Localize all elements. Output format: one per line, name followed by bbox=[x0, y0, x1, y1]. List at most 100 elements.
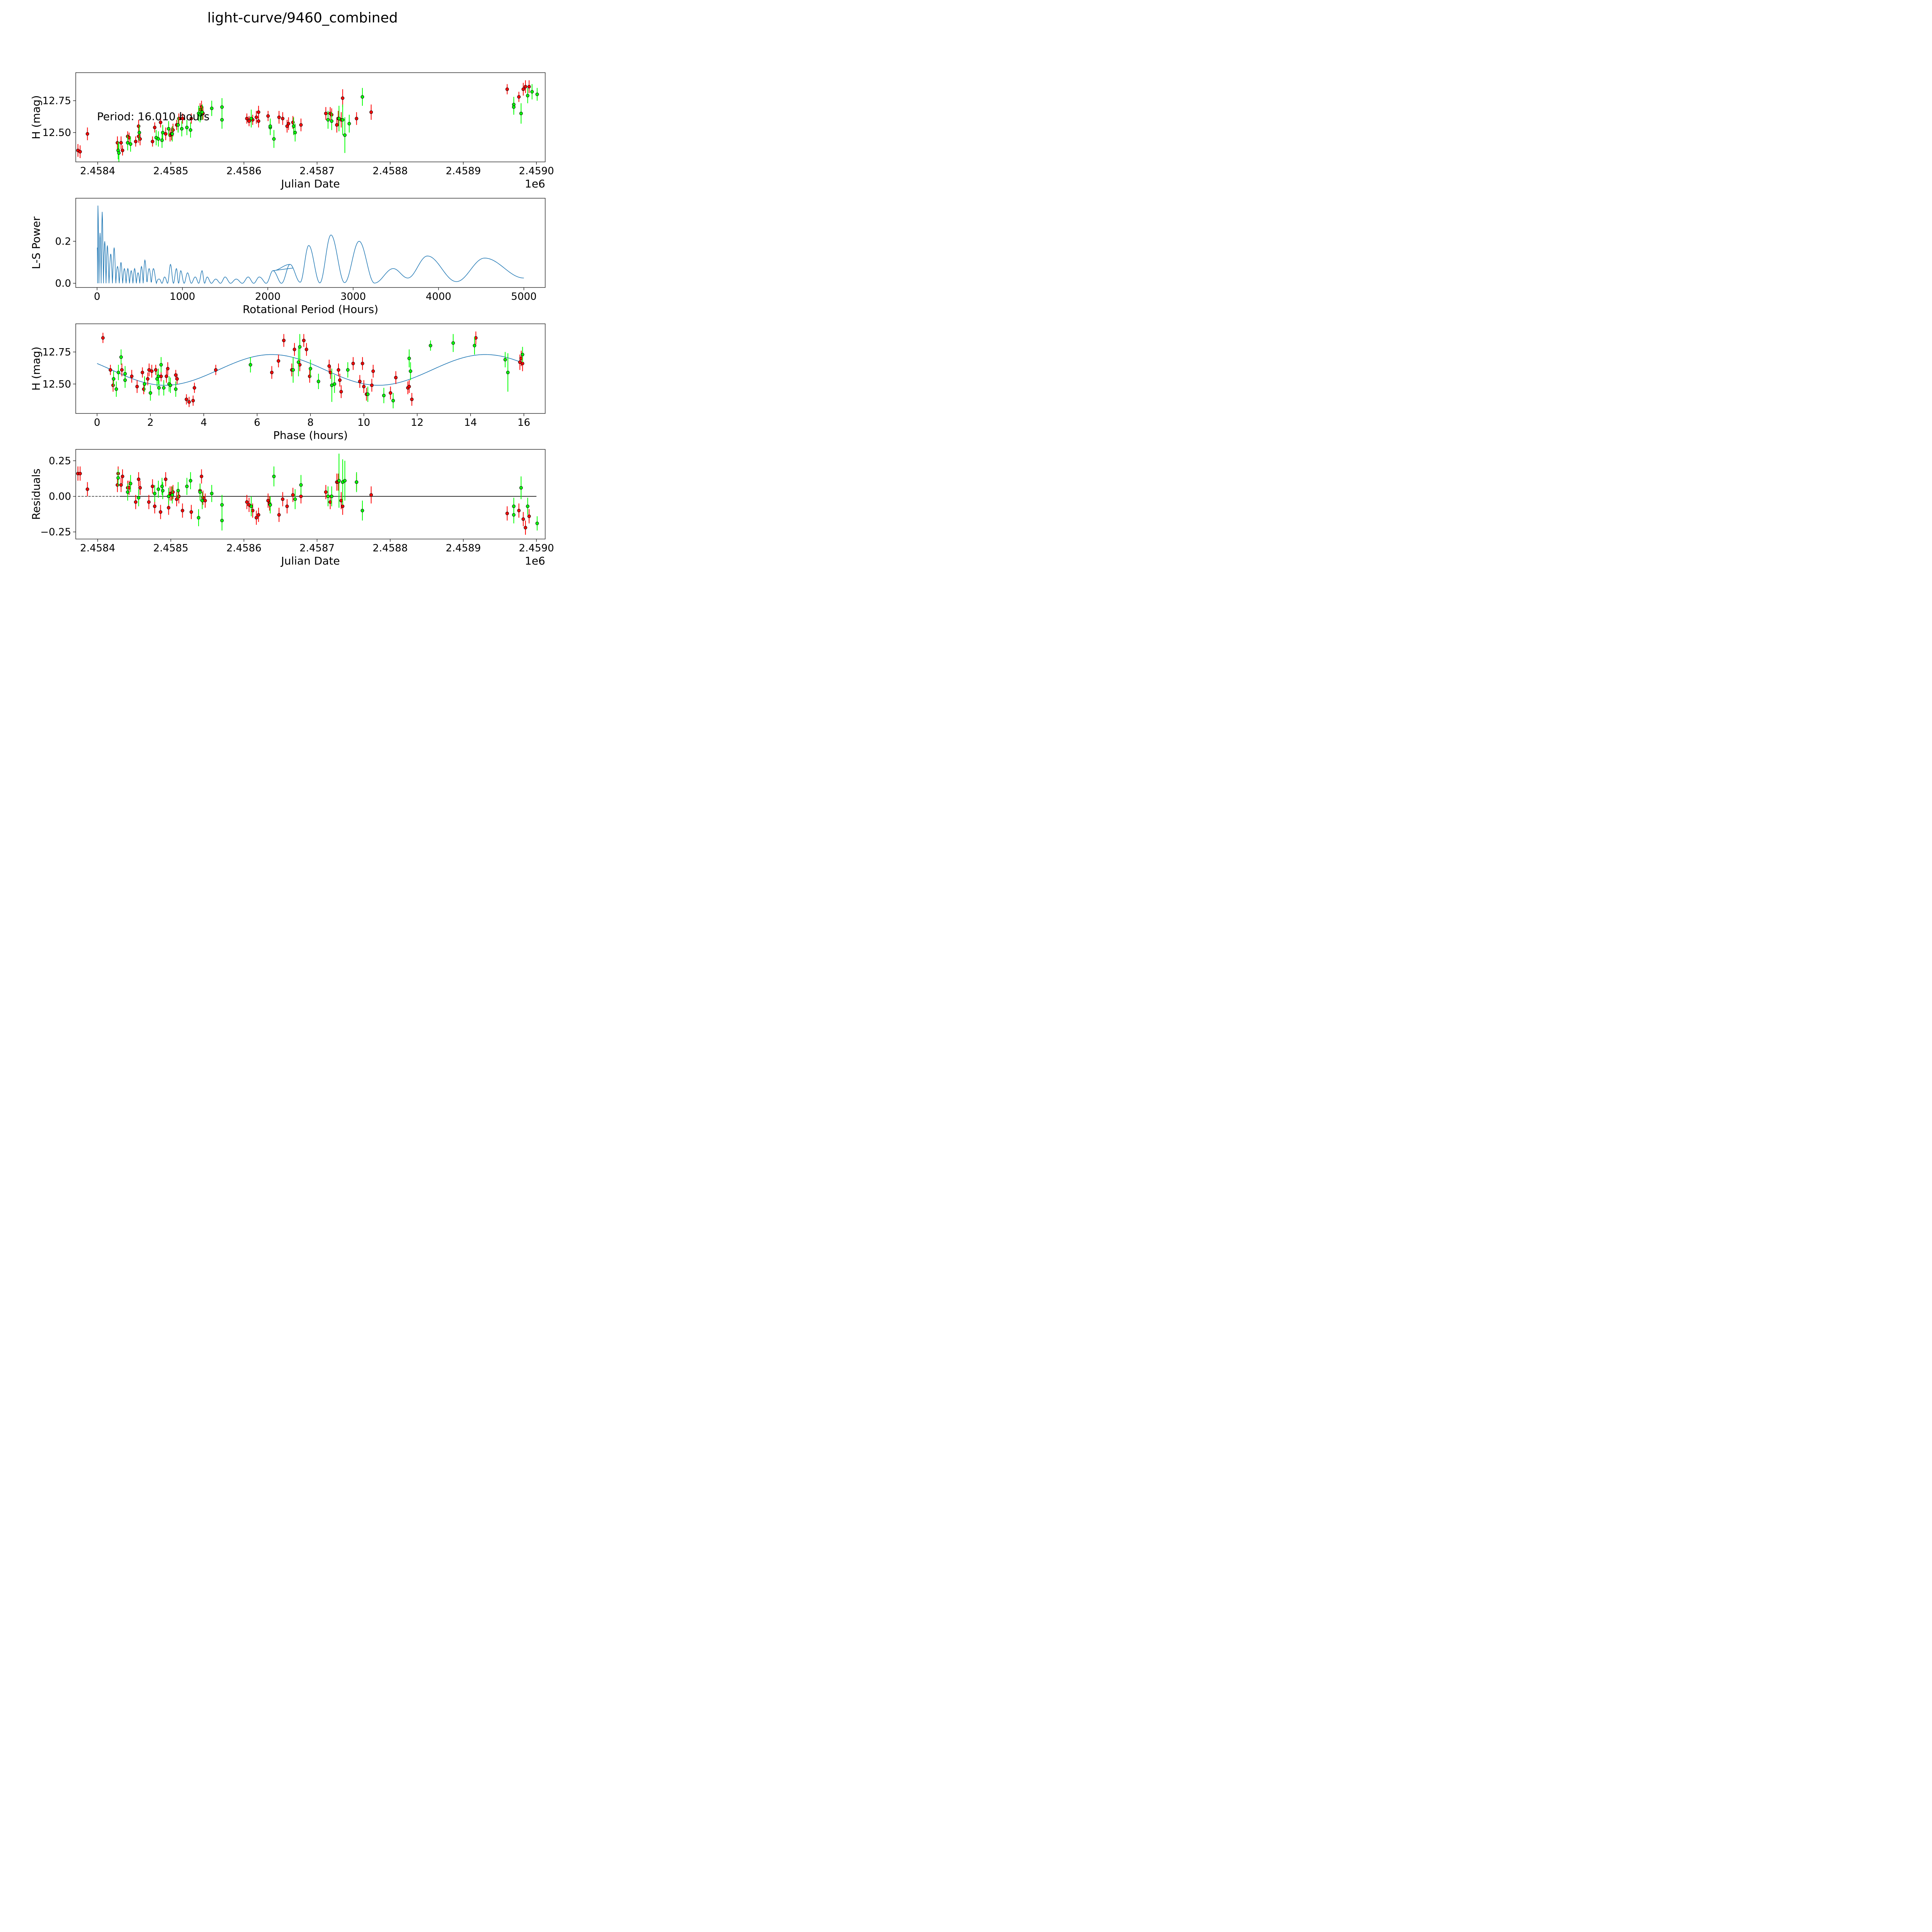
data-point bbox=[170, 132, 174, 136]
data-point bbox=[512, 513, 516, 517]
x-tick-label: 2000 bbox=[255, 291, 281, 303]
axes-frame bbox=[75, 72, 546, 162]
data-point bbox=[341, 118, 345, 122]
data-point bbox=[78, 150, 82, 154]
data-point bbox=[326, 495, 330, 498]
data-point bbox=[151, 139, 155, 143]
x-tick-label: 2.4584 bbox=[80, 543, 115, 554]
data-point bbox=[512, 504, 516, 508]
data-point bbox=[519, 112, 523, 116]
panel-residuals: 2.4584 2.4585 2.4586 2.4587 2.4588 2.4589 2.45… bbox=[30, 449, 554, 567]
data-point bbox=[519, 486, 523, 490]
data-point bbox=[293, 347, 296, 351]
x-tick-label: 8 bbox=[307, 417, 314, 429]
data-point bbox=[521, 87, 525, 91]
plot-area bbox=[97, 206, 524, 284]
data-point bbox=[112, 377, 116, 381]
data-point bbox=[168, 383, 172, 387]
data-point bbox=[266, 114, 270, 118]
data-point bbox=[180, 127, 184, 131]
axes-frame bbox=[75, 198, 546, 288]
series-red bbox=[76, 466, 531, 535]
plot-area bbox=[97, 331, 524, 408]
data-point bbox=[203, 499, 207, 503]
data-point bbox=[351, 362, 355, 366]
x-tick-label: 2.4589 bbox=[446, 543, 481, 554]
data-point bbox=[277, 359, 281, 363]
data-point bbox=[134, 500, 138, 504]
data-point bbox=[293, 497, 297, 501]
data-point bbox=[521, 517, 525, 521]
data-point bbox=[78, 472, 82, 476]
data-point bbox=[337, 368, 340, 372]
x-tick-label: 2.4589 bbox=[446, 165, 481, 177]
data-point bbox=[526, 94, 530, 97]
data-point bbox=[185, 126, 189, 129]
data-point bbox=[535, 92, 539, 96]
data-point bbox=[123, 372, 127, 376]
data-point bbox=[282, 338, 286, 342]
data-point bbox=[391, 399, 395, 403]
data-point bbox=[358, 379, 362, 383]
data-point bbox=[281, 497, 285, 501]
data-point bbox=[121, 474, 124, 478]
y-axis-label: Residuals bbox=[30, 469, 43, 520]
data-point bbox=[180, 509, 184, 512]
data-point bbox=[180, 117, 184, 121]
data-point bbox=[161, 489, 165, 493]
data-point bbox=[187, 400, 191, 404]
x-axis-label: Phase (hours) bbox=[273, 429, 348, 442]
data-point bbox=[162, 386, 166, 390]
period-annotation: Period: 16.010 hours bbox=[97, 110, 209, 123]
data-point bbox=[341, 96, 345, 100]
data-point bbox=[154, 368, 158, 372]
data-point bbox=[257, 119, 260, 123]
data-point bbox=[327, 364, 331, 368]
data-point bbox=[189, 510, 193, 514]
data-point bbox=[137, 496, 141, 500]
data-point bbox=[257, 513, 260, 517]
data-point bbox=[355, 480, 359, 484]
data-point bbox=[281, 117, 285, 121]
data-point bbox=[111, 383, 115, 387]
x-axis-label: Julian Date bbox=[280, 554, 340, 567]
data-point bbox=[407, 356, 411, 360]
data-point bbox=[339, 390, 343, 394]
x-tick-label: 0 bbox=[94, 291, 100, 303]
x-tick-label: 2.4586 bbox=[226, 165, 262, 177]
x-tick-label: 5000 bbox=[511, 291, 537, 303]
data-point bbox=[170, 493, 174, 497]
panel-phased: 0 2 4 6 8 10 12 14 16 12.50 12.75 Phase (hours) H (m… bbox=[30, 323, 546, 442]
data-point bbox=[503, 358, 507, 362]
data-point bbox=[153, 126, 156, 129]
data-point bbox=[277, 116, 281, 119]
data-point bbox=[245, 500, 249, 504]
data-point bbox=[189, 479, 192, 483]
data-point bbox=[134, 139, 138, 143]
data-point bbox=[189, 128, 192, 132]
data-point bbox=[355, 117, 359, 121]
data-point bbox=[146, 377, 150, 381]
data-point bbox=[189, 117, 193, 121]
data-point bbox=[285, 504, 289, 508]
data-point bbox=[120, 368, 124, 372]
x-tick-label: 0 bbox=[94, 417, 100, 429]
data-point bbox=[293, 131, 297, 134]
data-point bbox=[362, 384, 366, 388]
y-axis-label: H (mag) bbox=[30, 347, 43, 391]
data-point bbox=[248, 363, 252, 367]
data-point bbox=[517, 509, 521, 512]
data-point bbox=[299, 123, 303, 127]
figure-background bbox=[0, 0, 596, 596]
data-point bbox=[361, 95, 364, 99]
data-point bbox=[394, 376, 398, 379]
figure-title: light-curve/9460_combined bbox=[207, 10, 398, 26]
data-point bbox=[109, 368, 112, 372]
data-point bbox=[156, 487, 160, 491]
data-point bbox=[346, 368, 350, 372]
data-point bbox=[366, 392, 370, 396]
data-point bbox=[309, 367, 312, 371]
data-point bbox=[347, 122, 351, 126]
data-point bbox=[291, 493, 295, 497]
data-point bbox=[506, 371, 510, 374]
